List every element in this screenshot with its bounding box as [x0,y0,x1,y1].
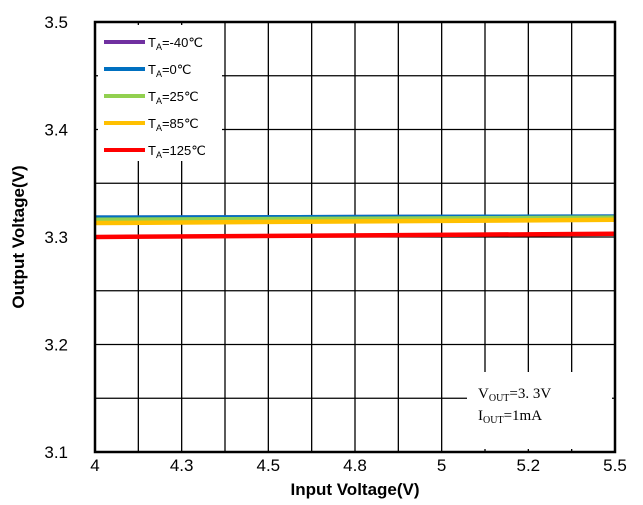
series-lines [94,214,616,240]
annotation-text: VOUT=3. 3V [478,386,551,404]
annotation-text: IOUT=1mA [478,408,542,426]
x-tick-label: 4 [90,456,99,475]
y-tick-label: 3.1 [44,443,68,462]
y-tick-labels: 3.1 3.2 3.3 3.4 3.5 [44,13,68,462]
legend-label: TA=-40℃ [148,35,203,52]
y-tick-label: 3.3 [44,228,68,247]
plot-frame [93,20,617,454]
x-tick-label: 5.2 [517,456,541,475]
series-line [94,231,616,240]
annotation-box: VOUT=3. 3V IOUT=1mA [467,372,612,449]
y-axis-title: Output Voltage(V) [9,165,28,308]
legend-label: TA=125℃ [148,143,206,160]
y-tick-label: 3.2 [44,336,68,355]
x-axis-title: Input Voltage(V) [290,480,419,499]
x-tick-label: 5.5 [603,456,627,475]
legend-label: TA=0℃ [148,62,191,79]
series-line [94,217,616,226]
series-line [94,215,616,223]
annotation-background [467,372,612,449]
x-tick-label: 4.8 [343,456,367,475]
y-tick-label: 3.5 [44,13,68,32]
x-tick-label: 5 [437,456,446,475]
x-tick-labels: 4 4.3 4.5 4.8 5 5.2 5.5 [90,456,627,475]
x-tick-label: 4.5 [257,456,281,475]
legend-label: TA=85℃ [148,116,199,133]
legend: TA=-40℃ TA=0℃ TA=25℃ TA=85℃ TA=125℃ [98,25,222,161]
x-tick-label: 4.3 [170,456,194,475]
legend-label: TA=25℃ [148,89,199,106]
legend-box [98,25,222,161]
y-tick-label: 3.4 [44,121,68,140]
